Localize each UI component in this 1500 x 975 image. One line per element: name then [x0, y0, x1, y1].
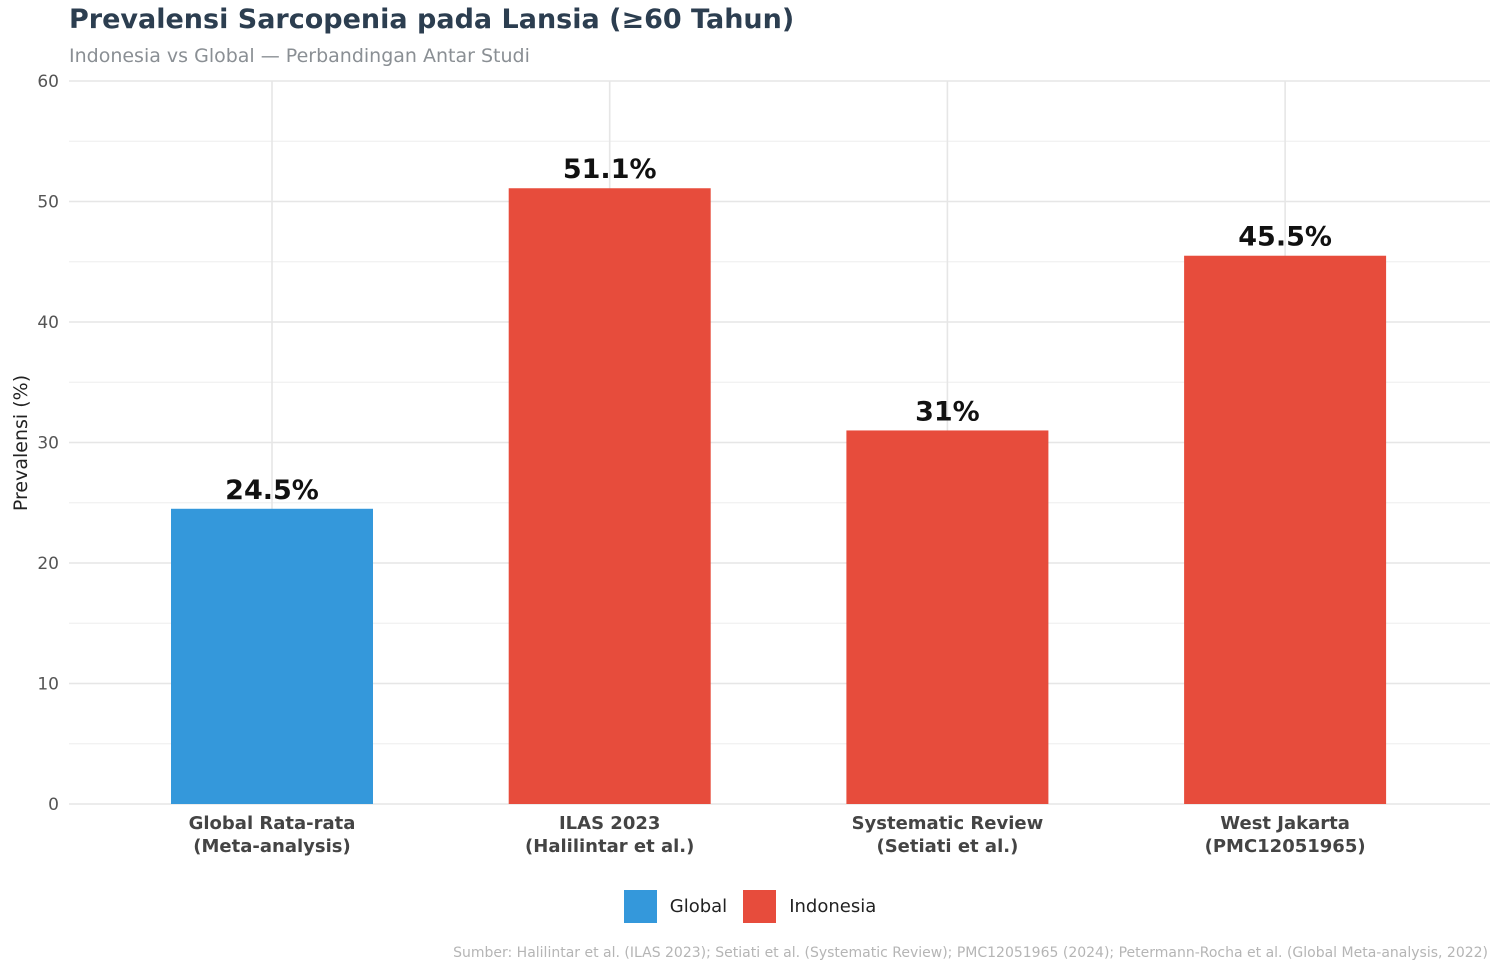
legend: Global Indonesia	[0, 890, 1500, 923]
bar	[508, 188, 711, 804]
data-label: 24.5%	[225, 475, 319, 506]
legend-label-indonesia: Indonesia	[789, 896, 877, 917]
y-tick-label: 50	[37, 193, 59, 213]
bar	[846, 430, 1049, 804]
bar	[171, 508, 373, 804]
x-tick-label: Systematic Review	[852, 813, 1044, 834]
x-tick-label: (PMC12051965)	[1205, 836, 1366, 857]
y-tick-label: 60	[37, 72, 59, 92]
x-tick-label: (Halilintar et al.)	[525, 836, 694, 857]
x-tick-label: Global Rata-rata	[189, 813, 356, 834]
bars	[171, 188, 1387, 805]
x-tick-label: ILAS 2023	[559, 813, 660, 834]
y-tick-label: 0	[48, 795, 59, 815]
x-tick-label: (Setiati et al.)	[876, 836, 1018, 857]
y-tick-labels: 0 10 20 30 40 50 60	[37, 72, 59, 815]
legend-label-global: Global	[669, 896, 728, 917]
x-tick-labels: Global Rata-rata(Meta-analysis) ILAS 2023…	[189, 813, 1366, 857]
chart-title: Prevalensi Sarcopenia pada Lansia (≥60 T…	[69, 4, 795, 35]
y-tick-label: 30	[37, 434, 59, 454]
legend-swatch-indonesia	[743, 890, 777, 923]
data-label: 45.5%	[1238, 222, 1332, 253]
source-caption: Sumber: Halilintar et al. (ILAS 2023); S…	[453, 945, 1488, 961]
legend-item-global: Global	[623, 890, 728, 923]
bar	[1184, 255, 1387, 805]
x-tick-label: West Jakarta	[1220, 813, 1350, 834]
data-labels: 24.5% 51.1% 31% 45.5%	[225, 154, 1332, 506]
data-label: 51.1%	[563, 154, 657, 185]
chart-subtitle: Indonesia vs Global — Perbandingan Antar…	[69, 45, 530, 67]
y-tick-label: 20	[37, 554, 59, 574]
legend-item-indonesia: Indonesia	[743, 890, 876, 923]
data-label: 31%	[915, 396, 980, 427]
y-axis-title: Prevalensi (%)	[10, 375, 32, 511]
legend-swatch-global	[623, 890, 657, 923]
y-tick-label: 40	[37, 313, 59, 333]
x-tick-label: (Meta-analysis)	[193, 836, 350, 857]
y-tick-label: 10	[37, 675, 59, 695]
